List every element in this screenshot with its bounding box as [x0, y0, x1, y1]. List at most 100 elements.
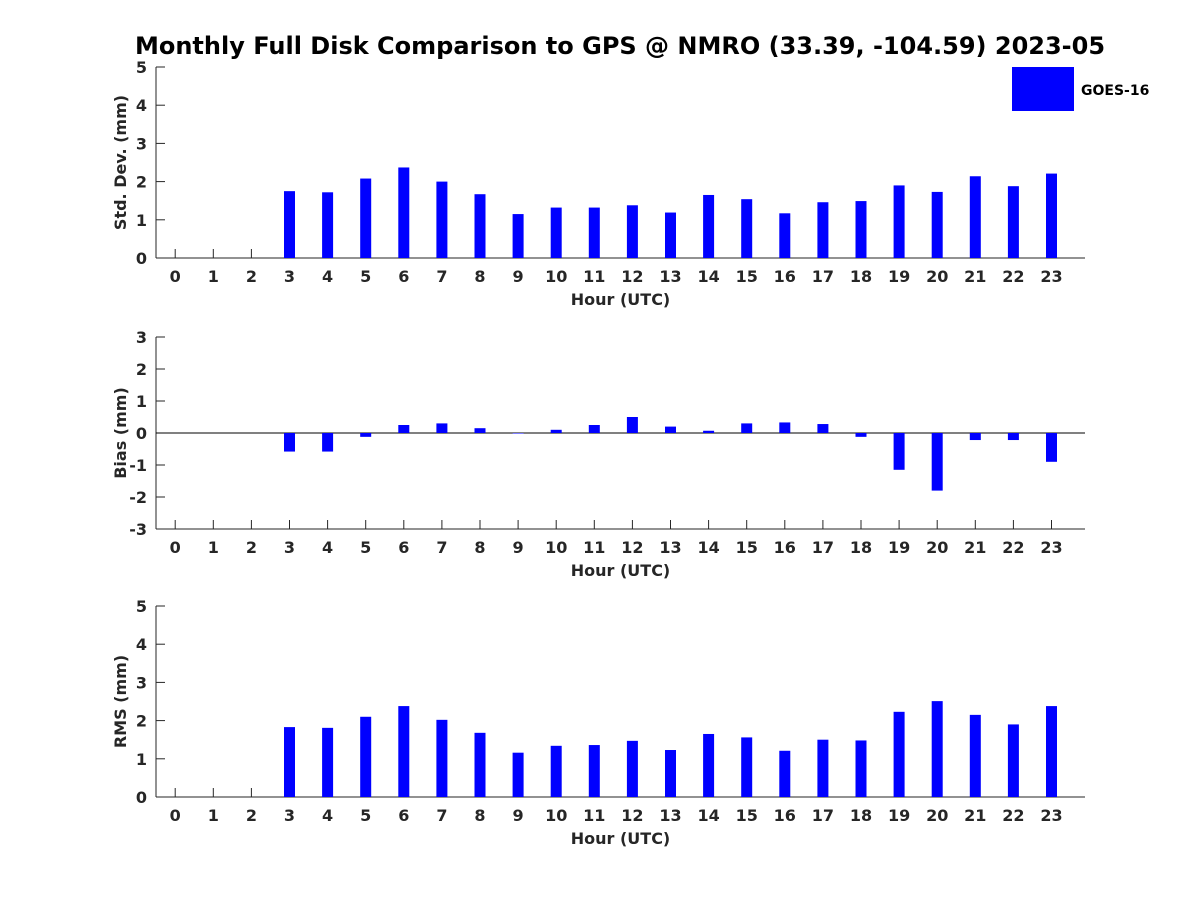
- x-tick-label: 12: [621, 538, 643, 557]
- x-tick-label: 22: [1002, 538, 1024, 557]
- y-tick-label: 2: [136, 712, 147, 731]
- bar-rms-hour-22: [1007, 724, 1019, 797]
- bar-std-dev-hour-18: [855, 201, 867, 258]
- bar-rms-hour-11: [588, 745, 600, 797]
- x-tick-label: 2: [246, 806, 257, 825]
- bar-std-dev-hour-17: [817, 202, 829, 258]
- bar-std-dev-hour-21: [969, 176, 981, 258]
- bar-rms-hour-7: [436, 719, 448, 797]
- y-tick-label: 2: [136, 360, 147, 379]
- bar-bias-hour-3: [284, 433, 295, 452]
- bar-bias-hour-5: [360, 433, 372, 437]
- y-tick-label: 3: [136, 328, 147, 347]
- x-tick-label: 0: [170, 538, 181, 557]
- x-tick-label: 12: [621, 267, 643, 286]
- x-tick-label: 1: [208, 806, 219, 825]
- x-tick-label: 8: [474, 806, 485, 825]
- x-tick-label: 10: [545, 538, 567, 557]
- bar-rms-hour-13: [665, 750, 676, 797]
- bar-std-dev-hour-11: [588, 207, 600, 258]
- x-tick-label: 17: [812, 806, 834, 825]
- bar-bias-hour-9: [512, 433, 524, 434]
- x-tick-label: 13: [659, 806, 681, 825]
- bar-rms-hour-23: [1046, 706, 1057, 797]
- bar-bias-hour-23: [1046, 433, 1057, 462]
- x-tick-label: 21: [964, 538, 986, 557]
- x-tick-label: 12: [621, 806, 643, 825]
- bar-bias-hour-11: [588, 425, 600, 433]
- bar-bias-hour-16: [779, 422, 791, 433]
- x-tick-label: 20: [926, 538, 948, 557]
- x-tick-label: 5: [360, 267, 371, 286]
- x-tick-label: 22: [1002, 806, 1024, 825]
- x-tick-label: 14: [697, 267, 719, 286]
- y-tick-label: 5: [136, 58, 147, 77]
- x-tick-label: 17: [812, 538, 834, 557]
- bar-std-dev-hour-20: [931, 191, 943, 258]
- bar-bias-hour-10: [550, 429, 562, 433]
- x-tick-label: 4: [322, 267, 333, 286]
- bar-rms-hour-14: [703, 733, 715, 797]
- x-tick-label: 1: [208, 538, 219, 557]
- bar-rms-hour-19: [893, 711, 905, 797]
- x-tick-label: 3: [284, 267, 295, 286]
- x-tick-label: 3: [284, 538, 295, 557]
- y-tick-label: 1: [136, 211, 147, 230]
- x-axis-label: Hour (UTC): [571, 290, 671, 309]
- x-tick-label: 16: [774, 538, 796, 557]
- bar-bias-hour-7: [436, 423, 448, 433]
- x-tick-label: 10: [545, 806, 567, 825]
- x-tick-label: 4: [322, 538, 333, 557]
- bar-std-dev-hour-22: [1007, 186, 1019, 258]
- bar-rms-hour-20: [931, 701, 943, 797]
- x-tick-label: 9: [513, 806, 524, 825]
- x-tick-label: 19: [888, 267, 910, 286]
- x-tick-label: 2: [246, 267, 257, 286]
- x-tick-label: 19: [888, 538, 910, 557]
- bar-std-dev-hour-19: [893, 185, 905, 258]
- bar-rms-hour-12: [626, 740, 638, 797]
- bar-bias-hour-22: [1007, 433, 1019, 441]
- bar-std-dev-hour-15: [741, 199, 753, 258]
- y-axis-label: Std. Dev. (mm): [111, 95, 130, 230]
- legend-swatch: [1012, 67, 1074, 111]
- x-tick-label: 8: [474, 267, 485, 286]
- bar-std-dev-hour-10: [550, 207, 562, 258]
- x-tick-label: 15: [736, 806, 758, 825]
- y-axis-label: RMS (mm): [111, 655, 130, 748]
- legend: GOES-16: [1012, 67, 1149, 111]
- bar-bias-hour-13: [665, 426, 676, 433]
- x-tick-label: 21: [964, 806, 986, 825]
- x-tick-label: 23: [1040, 806, 1062, 825]
- x-tick-label: 11: [583, 538, 605, 557]
- y-tick-label: -2: [129, 488, 147, 507]
- bar-bias-hour-8: [474, 428, 486, 433]
- bar-bias-hour-21: [969, 433, 981, 441]
- y-tick-label: 1: [136, 750, 147, 769]
- x-tick-label: 9: [513, 538, 524, 557]
- bar-std-dev-hour-9: [512, 214, 524, 258]
- x-tick-label: 14: [697, 538, 719, 557]
- legend-label: GOES-16: [1081, 83, 1149, 99]
- bar-rms-hour-3: [284, 727, 295, 797]
- bar-rms-hour-10: [550, 745, 562, 797]
- x-axis-label: Hour (UTC): [571, 561, 671, 580]
- x-tick-label: 14: [697, 806, 719, 825]
- bar-std-dev-hour-5: [360, 178, 372, 258]
- x-tick-label: 8: [474, 538, 485, 557]
- bar-rms-hour-9: [512, 752, 524, 797]
- y-axis-label: Bias (mm): [111, 387, 130, 479]
- x-tick-label: 23: [1040, 538, 1062, 557]
- bar-bias-hour-17: [817, 424, 829, 433]
- x-tick-label: 17: [812, 267, 834, 286]
- x-tick-label: 18: [850, 267, 872, 286]
- y-tick-label: 4: [136, 96, 147, 115]
- bar-rms-hour-21: [969, 714, 981, 797]
- x-tick-label: 21: [964, 267, 986, 286]
- bar-rms-hour-4: [322, 727, 334, 797]
- x-tick-label: 23: [1040, 267, 1062, 286]
- x-tick-label: 2: [246, 538, 257, 557]
- x-tick-label: 10: [545, 267, 567, 286]
